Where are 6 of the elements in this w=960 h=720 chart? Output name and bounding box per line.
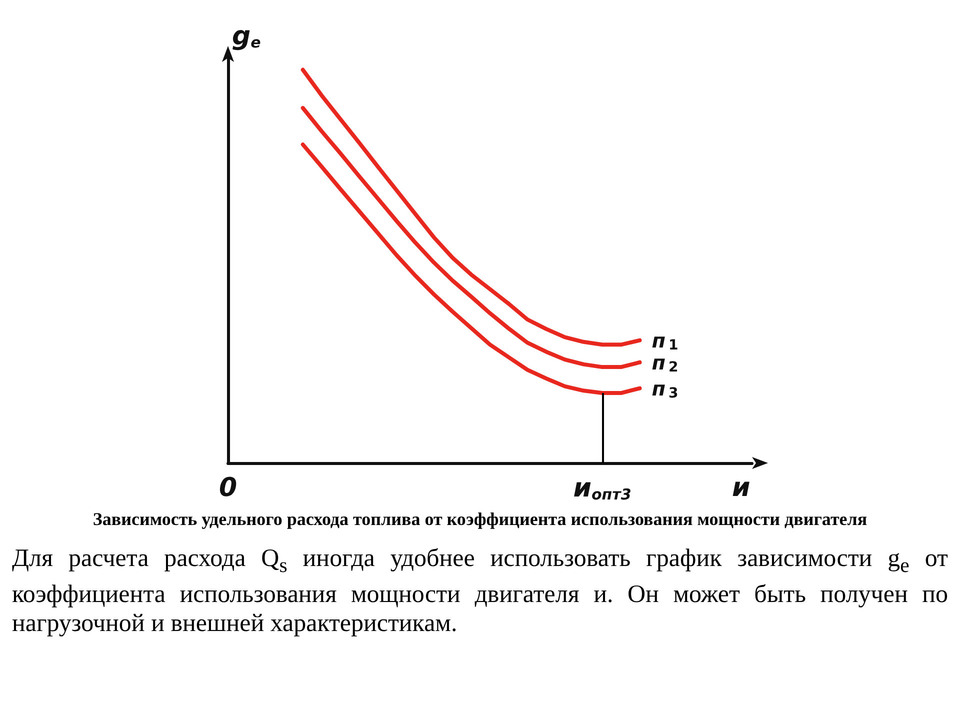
x-axis-title: и — [732, 473, 750, 503]
text: Для расчета расхода Q$_{s}$ иногда удобнее использовать график зависимости g$_{e}$ от коэффициента использования мощности двигателя и. Он может быть получен по нагрузочной и внешней характеристикам. — [12, 544, 948, 638]
x-tick-label: 0 — [218, 473, 238, 503]
y-axis-title: ge — [232, 22, 261, 52]
x-tick-label: иопт3 — [573, 474, 632, 504]
text: Зависимость удельного расхода топлива от коэффициента использования мощности двигателя — [92, 508, 868, 530]
